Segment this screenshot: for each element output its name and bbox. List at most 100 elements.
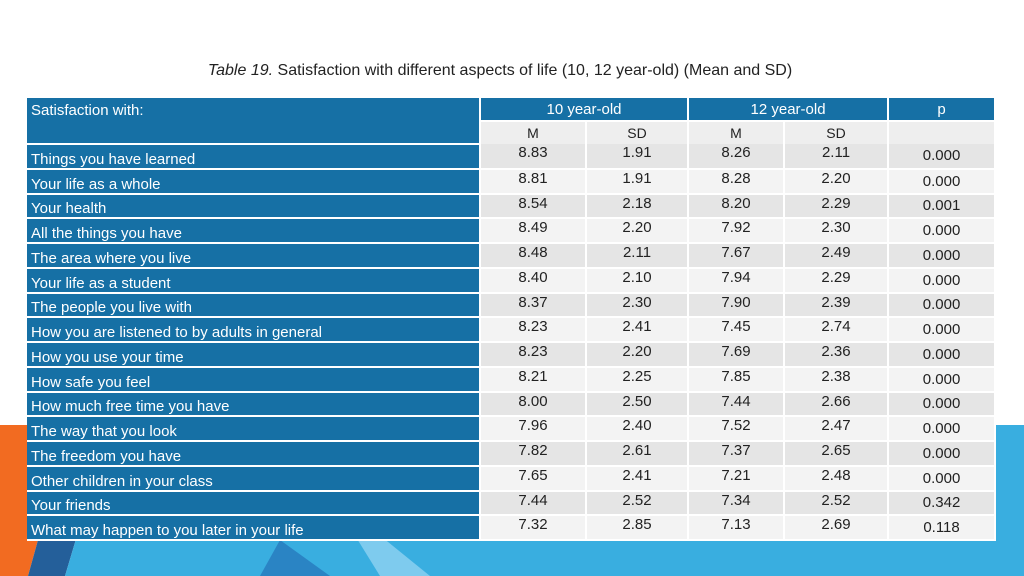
caption-label: Table 19. [207, 62, 274, 79]
mean-10-cell: 8.81 [480, 168, 587, 195]
sd-12-cell: 2.11 [784, 144, 890, 170]
table-row: Your health 8.54 2.18 8.20 2.29 0.001 [27, 193, 997, 220]
p-value-cell: 0.000 [888, 267, 997, 294]
table-row: How safe you feel 8.21 2.25 7.85 2.38 0.000 [27, 366, 997, 393]
mean-10-cell: 7.32 [480, 515, 587, 541]
sd-12-cell: 2.36 [784, 342, 890, 368]
sd-10-cell: 2.52 [586, 490, 690, 517]
p-value-cell: 0.118 [888, 515, 997, 541]
mean-12-cell: 7.69 [688, 342, 786, 368]
sd-12-cell: 2.29 [784, 267, 890, 294]
mean-10-cell: 8.40 [480, 267, 587, 294]
table-body: Things you have learned 8.83 1.91 8.26 2.11 0… [27, 144, 997, 541]
p-value-cell: 0.000 [888, 243, 997, 269]
mean-12-cell: 7.67 [688, 243, 786, 269]
mean-10-cell: 8.37 [480, 292, 587, 319]
mean-10-cell: 7.96 [480, 416, 587, 442]
row-label: Your life as a whole [27, 168, 481, 195]
mean-10-cell: 8.48 [480, 243, 587, 269]
group-header-p: p [888, 98, 997, 121]
caption-text: Satisfaction with different aspects of l… [277, 62, 793, 79]
sd-12-cell: 2.39 [784, 292, 890, 319]
row-header: Satisfaction with: [27, 98, 481, 145]
sd-12-cell: 2.52 [784, 490, 890, 517]
row-label: Other children in your class [27, 465, 481, 492]
mean-10-cell: 8.00 [480, 391, 587, 418]
mean-10-cell: 7.44 [480, 490, 587, 517]
p-value-cell: 0.000 [888, 218, 997, 244]
mean-10-cell: 7.65 [480, 465, 587, 492]
row-label: Your friends [27, 490, 481, 517]
table-row: The people you live with 8.37 2.30 7.90 2.39… [27, 292, 997, 319]
sd-10-cell: 2.30 [586, 292, 690, 319]
sd-10-cell: 2.40 [586, 416, 690, 442]
sd-12-cell: 2.66 [784, 391, 890, 418]
row-label: What may happen to you later in your lif… [27, 515, 481, 541]
p-value-cell: 0.000 [888, 366, 997, 393]
table-row: All the things you have 8.49 2.20 7.92 2.30 0… [27, 218, 997, 244]
table-row: How you are listened to by adults in gen… [27, 317, 997, 343]
row-label: How much free time you have [27, 391, 481, 418]
p-value-cell: 0.001 [888, 193, 997, 220]
mean-12-cell: 7.44 [688, 391, 786, 418]
sd-10-cell: 2.41 [586, 465, 690, 492]
p-value-cell: 0.000 [888, 441, 997, 467]
mean-10-cell: 8.49 [480, 218, 587, 244]
row-label: The area where you live [27, 243, 481, 269]
table-row: What may happen to you later in your lif… [27, 515, 997, 541]
table-row: Your life as a student 8.40 2.10 7.94 2.29 0.… [27, 267, 997, 294]
sd-12-cell: 2.47 [784, 416, 890, 442]
mean-12-cell: 7.52 [688, 416, 786, 442]
table-row: How much free time you have 8.00 2.50 7.44 2… [27, 391, 997, 418]
row-label: How you use your time [27, 342, 481, 368]
row-label: The people you live with [27, 292, 481, 319]
row-label: Your life as a student [27, 267, 481, 294]
mean-10-cell: 8.21 [480, 366, 587, 393]
sd-10-cell: 2.61 [586, 441, 690, 467]
subheader-m-12: M [688, 120, 786, 144]
sd-10-cell: 2.10 [586, 267, 690, 294]
mean-10-cell: 8.23 [480, 317, 587, 343]
p-value-cell: 0.000 [888, 342, 997, 368]
table-row: The freedom you have 7.82 2.61 7.37 2.65 0.00… [27, 441, 997, 467]
group-header-10: 10 year-old [480, 98, 690, 121]
sd-10-cell: 2.20 [586, 342, 690, 368]
row-label: How you are listened to by adults in gen… [27, 317, 481, 343]
mean-12-cell: 7.21 [688, 465, 786, 492]
p-value-cell: 0.000 [888, 168, 997, 195]
sd-10-cell: 2.20 [586, 218, 690, 244]
mean-12-cell: 7.90 [688, 292, 786, 319]
row-label: The freedom you have [27, 441, 481, 467]
p-value-cell: 0.000 [888, 317, 997, 343]
sd-10-cell: 2.41 [586, 317, 690, 343]
blue-shard [260, 540, 330, 576]
row-label: All the things you have [27, 218, 481, 244]
mean-12-cell: 7.94 [688, 267, 786, 294]
subheader-sd-12: SD [784, 120, 890, 144]
sd-10-cell: 2.18 [586, 193, 690, 220]
sd-10-cell: 1.91 [586, 168, 690, 195]
row-label: Things you have learned [27, 144, 481, 170]
mean-12-cell: 7.37 [688, 441, 786, 467]
group-header-12: 12 year-old [688, 98, 890, 121]
mean-12-cell: 7.45 [688, 317, 786, 343]
table-row: How you use your time 8.23 2.20 7.69 2.36 0.0… [27, 342, 997, 368]
sd-10-cell: 2.25 [586, 366, 690, 393]
sd-10-cell: 2.85 [586, 515, 690, 541]
sd-12-cell: 2.38 [784, 366, 890, 393]
row-label: How safe you feel [27, 366, 481, 393]
sd-12-cell: 2.65 [784, 441, 890, 467]
subheader-sd-10: SD [586, 120, 690, 144]
table-row: Your friends 7.44 2.52 7.34 2.52 0.342 [27, 490, 997, 517]
table-caption: Table 19. Satisfaction with different as… [0, 62, 1000, 80]
sd-12-cell: 2.30 [784, 218, 890, 244]
mean-10-cell: 8.83 [480, 144, 587, 170]
sd-12-cell: 2.48 [784, 465, 890, 492]
row-label: The way that you look [27, 416, 481, 442]
satisfaction-table: Satisfaction with: 10 year-old 12 year-o… [27, 98, 997, 541]
table-row: Your life as a whole 8.81 1.91 8.28 2.20 0.00… [27, 168, 997, 195]
sd-10-cell: 2.11 [586, 243, 690, 269]
mean-12-cell: 7.85 [688, 366, 786, 393]
p-value-cell: 0.342 [888, 490, 997, 517]
table-row: Other children in your class 7.65 2.41 7.21… [27, 465, 997, 492]
